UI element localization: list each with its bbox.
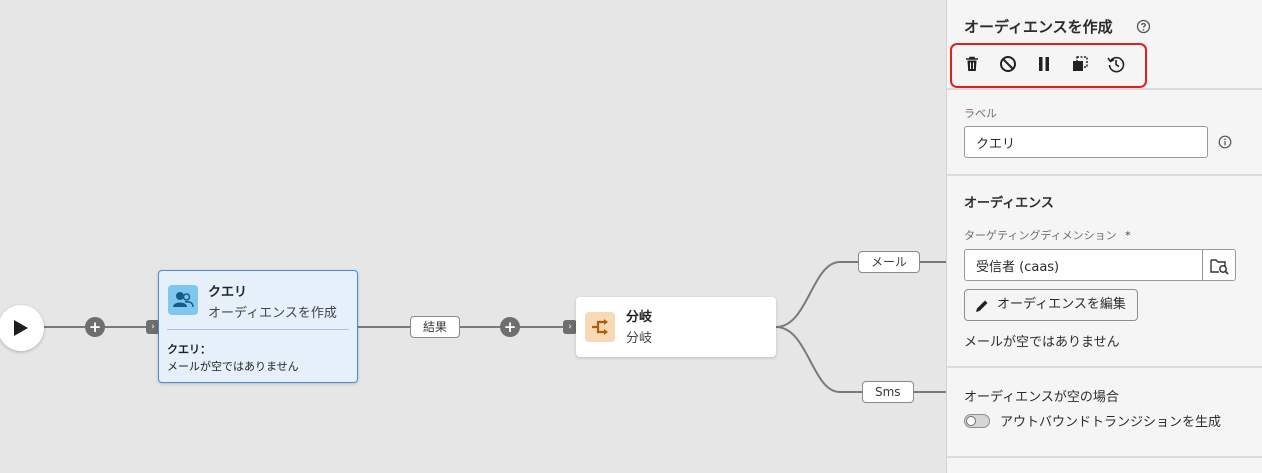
edge-label-sms[interactable]: Sms <box>862 381 914 403</box>
outbound-transition-label: アウトバウンドトランジションを生成 <box>1000 415 1222 430</box>
pause-button[interactable] <box>1031 52 1057 76</box>
edge-label-result[interactable]: 結果 <box>410 316 461 338</box>
split-node[interactable]: 分岐 分岐 <box>576 297 776 357</box>
query-node-divider <box>167 329 349 330</box>
copy-icon <box>1073 56 1088 71</box>
split-node-subtitle: 分岐 <box>626 331 653 346</box>
history-button[interactable] <box>1103 52 1129 76</box>
start-button[interactable] <box>0 305 44 351</box>
query-condition-label: クエリ： <box>167 343 211 356</box>
split-arrows-icon <box>585 312 615 342</box>
block-icon <box>1000 56 1016 72</box>
wire-split-to-sms <box>775 326 946 393</box>
disable-button[interactable] <box>995 52 1021 76</box>
split-node-title: 分岐 <box>626 310 653 325</box>
audience-section-title: オーディエンス <box>964 196 1054 211</box>
add-activity-button[interactable]: + <box>85 317 105 337</box>
input-port-query[interactable]: › <box>146 320 160 334</box>
outbound-transition-toggle[interactable] <box>964 414 990 428</box>
help-icon[interactable] <box>1136 19 1151 34</box>
workflow-canvas[interactable]: + › クエリ オーディエンスを作成 クエリ： メールが空ではありません 結果 … <box>0 0 946 473</box>
query-node-title: クエリ <box>208 285 248 300</box>
panel-divider <box>947 456 1262 458</box>
pencil-icon <box>976 300 988 312</box>
edge-label-mail[interactable]: メール <box>858 251 921 273</box>
query-node[interactable]: クエリ オーディエンスを作成 クエリ： メールが空ではありません <box>158 270 358 383</box>
input-port-split[interactable]: › <box>563 320 577 334</box>
add-activity-button[interactable]: + <box>500 317 520 337</box>
users-icon <box>168 285 198 315</box>
trash-icon <box>966 56 978 71</box>
edit-audience-button[interactable]: オーディエンスを編集 <box>964 289 1138 321</box>
panel-divider <box>947 174 1262 176</box>
workflow-connections <box>44 261 946 393</box>
targeting-dimension-label: ターゲティングディメンション * <box>964 227 1131 243</box>
targeting-dimension-picker-button[interactable] <box>1202 249 1236 281</box>
label-field-label: ラベル <box>964 107 997 120</box>
info-icon[interactable] <box>1218 135 1232 149</box>
targeting-dimension-text: ターゲティングディメンション <box>964 229 1117 242</box>
query-node-subtitle: オーディエンスを作成 <box>208 306 337 321</box>
empty-audience-title: オーディエンスが空の場合 <box>964 390 1119 405</box>
required-mark: * <box>1125 229 1131 242</box>
play-icon <box>14 320 28 336</box>
panel-divider <box>947 88 1262 90</box>
delete-button[interactable] <box>959 52 985 76</box>
properties-panel: オーディエンスを作成 <box>946 0 1262 473</box>
edit-audience-label: オーディエンスを編集 <box>997 297 1126 312</box>
wire-split-to-mail <box>775 261 946 328</box>
panel-title: オーディエンスを作成 <box>964 18 1113 36</box>
query-condition-value: メールが空ではありません <box>167 360 299 373</box>
copy-button[interactable] <box>1067 52 1093 76</box>
label-input[interactable] <box>964 126 1208 158</box>
panel-divider <box>947 366 1262 368</box>
toggle-knob <box>966 416 976 426</box>
history-icon <box>1107 56 1125 73</box>
audience-condition-text: メールが空ではありません <box>964 335 1120 350</box>
folder-search-icon <box>1210 259 1229 275</box>
targeting-dimension-input[interactable] <box>964 249 1203 281</box>
toolbar-highlight <box>950 43 1147 88</box>
pause-icon <box>1039 57 1049 71</box>
